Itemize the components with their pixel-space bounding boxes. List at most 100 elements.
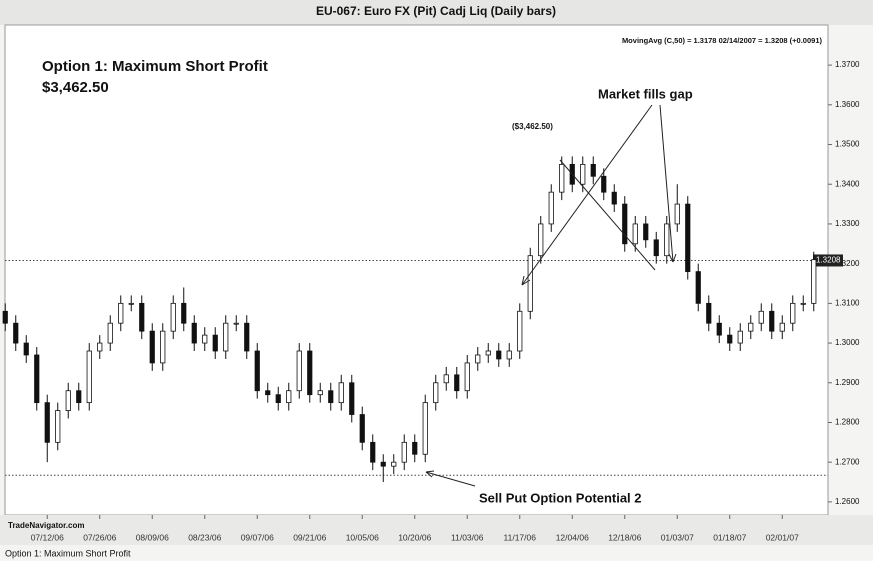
candle-body [86,350,92,404]
candle-body [485,350,491,356]
candle-body [275,394,281,404]
candle-body [758,310,764,324]
candle-body [370,441,376,463]
candle-body [527,255,533,312]
candle-body [559,163,565,193]
candle-body [2,310,8,324]
x-tick-label: 10/05/06 [346,532,379,542]
arrows [425,104,677,487]
annotation: $3,462.50 [42,79,109,96]
y-tick-label: 1.3700 [835,60,860,69]
x-tick-label: 12/18/06 [608,532,641,542]
y-tick-label: 1.2600 [835,497,860,506]
candle-body [149,330,155,364]
x-tick-label: 12/04/06 [556,532,589,542]
candle-body [97,342,103,352]
candle-body [244,322,250,352]
candle-body [517,310,523,352]
y-tick-label: 1.3200 [835,259,860,268]
y-tick-label: 1.3300 [835,219,860,228]
x-tick-label: 09/21/06 [293,532,326,542]
arrow-head [425,470,435,478]
candle-body [632,223,638,245]
candle-body [223,322,229,352]
candle-body [307,350,313,396]
candle-body [13,322,19,344]
candle-body [790,302,796,324]
candle-body [212,334,218,352]
candle-body [464,362,470,392]
candle-body [538,223,544,257]
title-bar [0,0,873,25]
candle-body [590,163,596,177]
annotation: Sell Put Option Potential 2 [479,490,642,505]
candle-body [475,354,481,364]
candle-body [769,310,775,332]
arrow [521,104,653,286]
candle-body [412,441,418,455]
candle-body [580,163,586,185]
x-tick-label: 08/09/06 [136,532,169,542]
candle-body [695,271,701,304]
x-tick-label: 08/23/06 [188,532,221,542]
arrow [425,471,476,487]
candle-body [55,410,61,443]
x-tick-label: 10/20/06 [398,532,431,542]
candle-body [170,302,176,332]
candle-body [349,382,355,415]
candle-body [443,374,449,384]
candle-body [23,342,29,356]
candle-body [664,223,670,257]
candle-body [548,191,554,225]
candle-body [44,402,50,443]
last-price-box [813,254,843,267]
candle-body [265,390,271,396]
candle-body [286,390,292,404]
candle-body [716,322,722,336]
x-tick-label: 01/03/07 [661,532,694,542]
candle-body [202,334,208,344]
candle-body [779,322,785,332]
candle-body [601,175,607,193]
candle-body [674,203,680,225]
candle-body [748,322,754,332]
x-tick-label: 11/17/06 [504,532,537,542]
annotation: Option 1: Maximum Short Profit [42,58,268,75]
candle-body [181,302,187,324]
candle-body [496,350,502,360]
y-tick-label: 1.2700 [835,457,860,466]
candle-body [317,390,323,396]
candle-body [118,302,124,324]
x-tick-label: 11/03/06 [451,532,484,542]
y-tick-label: 1.3500 [835,140,860,149]
candle-body [254,350,260,392]
date-strip [0,515,873,545]
candle-body [706,302,712,324]
y-tick-label: 1.2900 [835,378,860,387]
arrow-head [668,253,677,263]
candle-body [338,382,344,404]
candle-body [391,461,397,467]
y-tick-label: 1.2800 [835,418,860,427]
footer: Option 1: Maximum Short Profit [5,548,131,558]
arrow [659,104,674,263]
y-tick-label: 1.3000 [835,338,860,347]
x-tick-label: 07/26/06 [83,532,116,542]
chart-title: EU-067: Euro FX (Pit) Cadj Liq (Daily ba… [316,4,556,18]
x-tick-label: 01/18/07 [713,532,746,542]
x-tick-label: 09/07/06 [241,532,274,542]
y-tick-label: 1.3400 [835,179,860,188]
candle-body [622,203,628,245]
subtitle: MovingAvg (C,50) = 1.3178 02/14/2007 = 1… [622,36,823,45]
candle-body [160,330,166,364]
candle-body [65,390,71,411]
candle-body [454,374,460,392]
candle-body [433,382,439,404]
candle-body [800,302,806,305]
last-price-label: 1.3208 [816,256,841,265]
candle-body [296,350,302,392]
candle-body [506,350,512,360]
watermark: TradeNavigator.com [8,521,84,530]
candle-body [811,259,817,304]
